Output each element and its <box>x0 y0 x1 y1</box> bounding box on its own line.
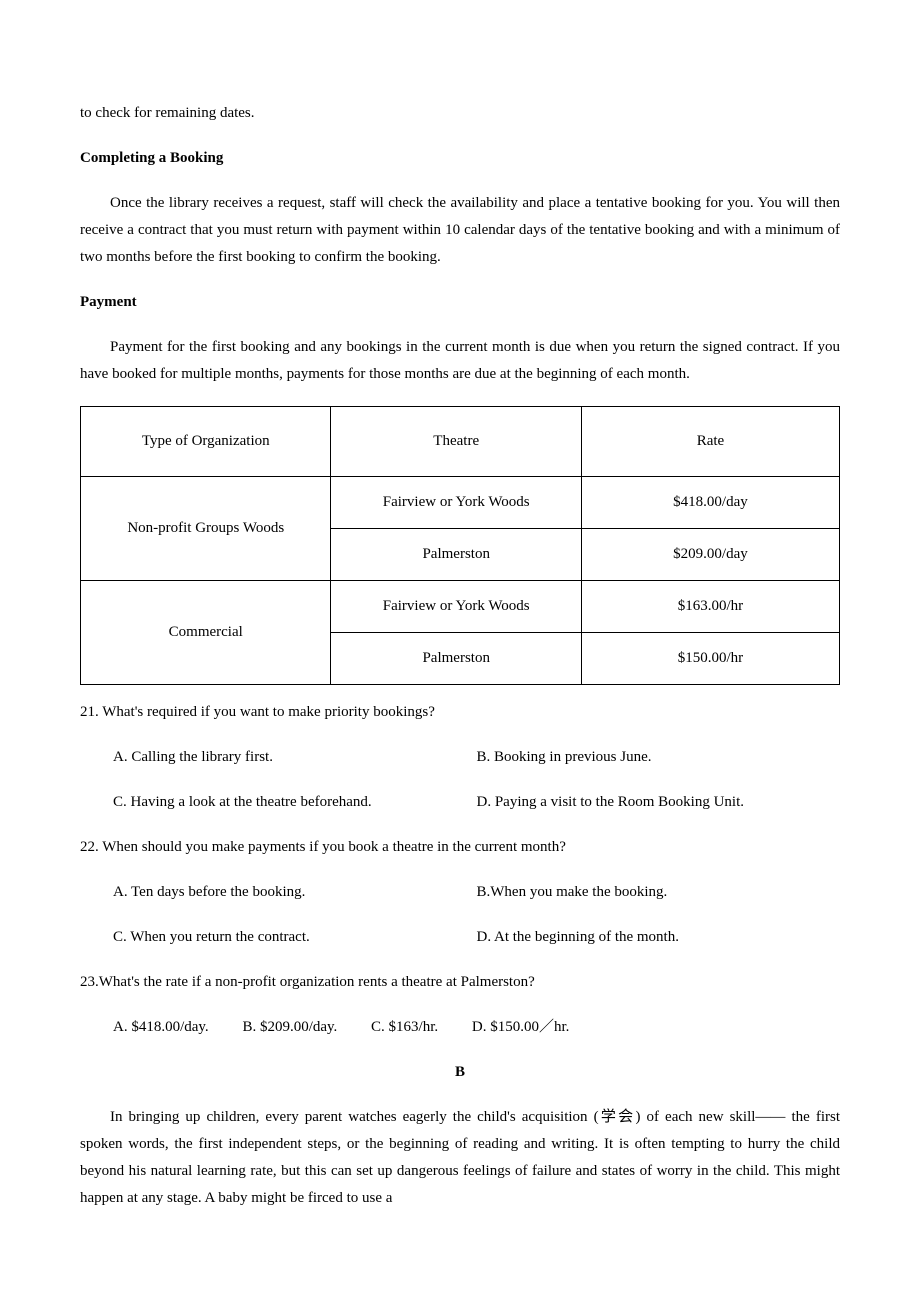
option-23-d: D. $150.00／hr. <box>472 1019 570 1035</box>
option-23-a: A. $418.00/day. <box>113 1019 209 1035</box>
cell-rate: $150.00/hr <box>581 633 839 685</box>
option-23-b: B. $209.00/day. <box>242 1019 337 1035</box>
table-row: Non-profit Groups Woods Fairview or York… <box>81 477 840 529</box>
section-b-letter: B <box>80 1059 840 1086</box>
cell-rate: $418.00/day <box>581 477 839 529</box>
cell-theatre: Palmerston <box>331 529 581 581</box>
completing-booking-heading: Completing a Booking <box>80 145 840 172</box>
question-22-options: A. Ten days before the booking. B.When y… <box>80 879 840 906</box>
option-22-d: D. At the beginning of the month. <box>477 924 841 951</box>
header-theatre: Theatre <box>331 407 581 477</box>
question-22-options-cd: C. When you return the contract. D. At t… <box>80 924 840 951</box>
cell-theatre: Fairview or York Woods <box>331 581 581 633</box>
option-22-b: B.When you make the booking. <box>477 879 841 906</box>
check-dates-text: to check for remaining dates. <box>80 100 840 127</box>
cell-theatre: Palmerston <box>331 633 581 685</box>
option-23-c: C. $163/hr. <box>371 1019 438 1035</box>
question-23-options: A. $418.00/day. B. $209.00/day. C. $163/… <box>80 1014 840 1041</box>
option-21-b: B. Booking in previous June. <box>477 744 841 771</box>
cell-type-commercial: Commercial <box>81 581 331 685</box>
completing-booking-body: Once the library receives a request, sta… <box>80 190 840 271</box>
cell-type-nonprofit: Non-profit Groups Woods <box>81 477 331 581</box>
rate-table: Type of Organization Theatre Rate Non-pr… <box>80 406 840 685</box>
option-21-d: D. Paying a visit to the Room Booking Un… <box>477 789 841 816</box>
payment-heading: Payment <box>80 289 840 316</box>
payment-body: Payment for the first booking and any bo… <box>80 334 840 388</box>
table-row: Commercial Fairview or York Woods $163.0… <box>81 581 840 633</box>
question-22: 22. When should you make payments if you… <box>80 834 840 861</box>
cell-rate: $163.00/hr <box>581 581 839 633</box>
header-type: Type of Organization <box>81 407 331 477</box>
section-b-paragraph: In bringing up children, every parent wa… <box>80 1104 840 1212</box>
option-22-a: A. Ten days before the booking. <box>113 879 477 906</box>
question-21: 21. What's required if you want to make … <box>80 699 840 726</box>
cell-rate: $209.00/day <box>581 529 839 581</box>
option-22-c: C. When you return the contract. <box>113 924 477 951</box>
question-21-options-cd: C. Having a look at the theatre beforeha… <box>80 789 840 816</box>
question-21-options: A. Calling the library first. B. Booking… <box>80 744 840 771</box>
option-21-a: A. Calling the library first. <box>113 744 477 771</box>
cell-theatre: Fairview or York Woods <box>331 477 581 529</box>
header-rate: Rate <box>581 407 839 477</box>
question-23: 23.What's the rate if a non-profit organ… <box>80 969 840 996</box>
option-21-c: C. Having a look at the theatre beforeha… <box>113 789 477 816</box>
table-header-row: Type of Organization Theatre Rate <box>81 407 840 477</box>
